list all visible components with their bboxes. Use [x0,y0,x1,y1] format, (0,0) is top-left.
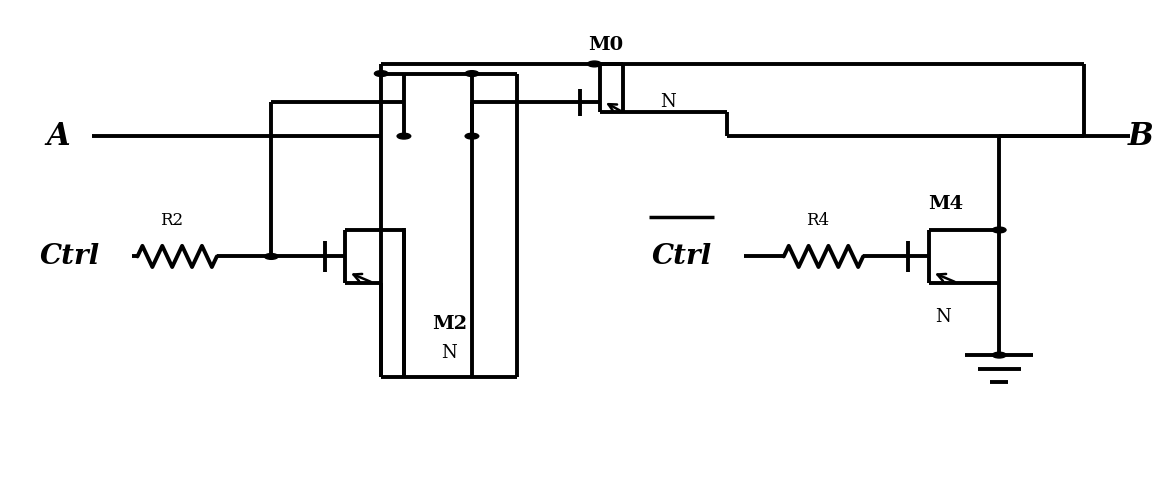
Circle shape [374,71,388,76]
Circle shape [587,61,601,67]
Circle shape [397,133,411,139]
Text: M2: M2 [432,315,467,333]
Text: N: N [441,344,457,362]
Text: R4: R4 [807,212,830,229]
Text: M4: M4 [928,195,964,212]
Circle shape [992,352,1006,358]
Text: Ctrl: Ctrl [652,243,712,270]
Text: N: N [935,308,951,326]
Text: A: A [46,121,70,151]
Text: N: N [660,93,676,111]
Circle shape [264,254,278,259]
Circle shape [992,227,1006,233]
Text: B: B [1129,121,1154,151]
Text: R2: R2 [160,212,183,229]
Circle shape [465,71,479,76]
Text: Ctrl: Ctrl [39,243,99,270]
Text: M0: M0 [589,36,623,54]
Circle shape [465,133,479,139]
